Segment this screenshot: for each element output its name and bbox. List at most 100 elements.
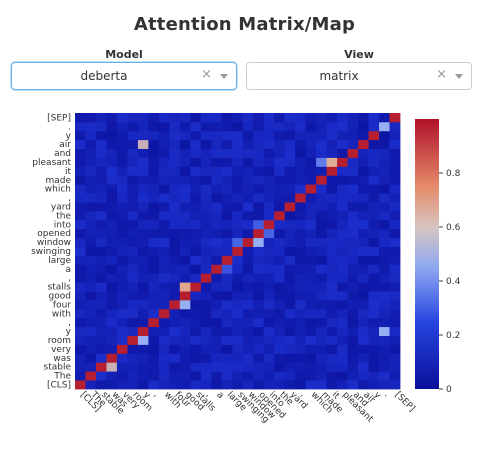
heatmap-cell	[106, 175, 118, 185]
heatmap-cell	[158, 255, 170, 265]
heatmap-cell	[106, 246, 118, 256]
heatmap-cell	[295, 246, 307, 256]
heatmap-cell	[295, 371, 307, 381]
heatmap-cell	[347, 175, 359, 185]
heatmap-cell	[200, 255, 212, 265]
heatmap-cell	[379, 148, 390, 158]
heatmap-cell	[379, 113, 390, 123]
heatmap-cell	[284, 219, 296, 230]
heatmap-cell	[263, 353, 275, 363]
heatmap-cell	[253, 184, 265, 194]
heatmap-cell	[263, 237, 275, 247]
heatmap-cell	[85, 193, 97, 203]
view-chevron-down-icon[interactable]	[455, 74, 463, 79]
heatmap-cell	[85, 371, 97, 381]
heatmap-cell	[106, 380, 118, 390]
heatmap-cell	[347, 237, 359, 247]
heatmap-cell	[368, 202, 380, 212]
y-tick-label: stable	[44, 363, 72, 373]
heatmap-cell	[221, 353, 233, 363]
heatmap-cell	[95, 228, 107, 239]
heatmap-cell	[358, 335, 369, 345]
heatmap-cell	[337, 157, 348, 167]
heatmap-cell	[75, 193, 86, 203]
heatmap-cell	[232, 380, 244, 390]
heatmap-cell	[158, 380, 170, 390]
heatmap-cell	[221, 335, 233, 345]
view-select[interactable]: matrix ×	[246, 62, 472, 90]
heatmap-cell	[221, 148, 233, 158]
heatmap-cell	[295, 237, 307, 247]
heatmap-cell	[85, 237, 97, 247]
heatmap-cell	[232, 210, 244, 221]
heatmap-cell	[379, 380, 390, 390]
heatmap-cell	[316, 326, 328, 336]
heatmap-cell	[379, 184, 390, 194]
heatmap-cell	[179, 326, 191, 336]
heatmap-cell	[263, 113, 275, 123]
heatmap-cell	[106, 282, 118, 292]
y-tick-label: y	[66, 131, 72, 141]
heatmap-cell	[358, 308, 369, 319]
heatmap-cell	[368, 380, 380, 390]
heatmap-cell	[379, 335, 390, 345]
heatmap-cell	[305, 380, 317, 390]
heatmap-cell	[232, 335, 244, 345]
heatmap-cell	[368, 184, 380, 194]
heatmap-cell	[158, 148, 170, 158]
heatmap-cell	[232, 237, 244, 247]
heatmap-cell	[211, 193, 223, 203]
heatmap-cell	[190, 193, 202, 203]
heatmap-cell	[253, 166, 265, 176]
heatmap-cell	[148, 326, 160, 336]
heatmap-cell	[75, 255, 86, 265]
heatmap-cell	[389, 335, 401, 345]
heatmap-cell	[242, 353, 254, 363]
heatmap-cell	[316, 291, 328, 301]
heatmap-cell	[127, 246, 139, 256]
heatmap-cell	[158, 264, 170, 274]
heatmap-cell	[200, 184, 212, 194]
heatmap-cell	[106, 317, 118, 328]
model-clear-icon[interactable]: ×	[201, 67, 212, 82]
heatmap-cell	[211, 299, 223, 310]
heatmap-cell	[274, 282, 286, 292]
heatmap-cell	[179, 121, 191, 132]
heatmap-cell	[127, 317, 139, 328]
heatmap-cell	[274, 184, 286, 194]
heatmap-cell	[179, 380, 191, 390]
heatmap-cell	[127, 299, 139, 310]
heatmap-cell	[106, 139, 118, 150]
heatmap-cell	[95, 219, 107, 230]
heatmap-cell	[200, 380, 212, 390]
heatmap-cell	[232, 273, 244, 283]
y-tick-label: the	[56, 211, 71, 221]
heatmap-cell	[179, 193, 191, 203]
heatmap-cell	[221, 344, 233, 354]
heatmap-cell	[316, 246, 328, 256]
view-clear-icon[interactable]: ×	[436, 67, 447, 82]
heatmap-cell	[263, 335, 275, 345]
heatmap-cell	[116, 130, 128, 141]
heatmap-cell	[95, 237, 107, 247]
heatmap-cell	[316, 139, 328, 150]
heatmap-cell	[137, 335, 149, 345]
heatmap-cell	[95, 344, 107, 354]
heatmap-cell	[263, 121, 275, 132]
heatmap-cell	[221, 228, 233, 239]
model-chevron-down-icon[interactable]	[220, 74, 228, 79]
heatmap-cell	[326, 139, 338, 150]
heatmap-cell	[232, 282, 244, 292]
heatmap-cell	[95, 157, 107, 167]
heatmap-cell	[127, 353, 139, 363]
heatmap-cell	[316, 273, 328, 283]
heatmap-cell	[127, 130, 139, 141]
heatmap-cell	[179, 157, 191, 167]
heatmap-cell	[305, 175, 317, 185]
y-tick-label: window	[37, 238, 71, 248]
model-select[interactable]: deberta ×	[11, 62, 237, 90]
heatmap-cell	[358, 273, 369, 283]
heatmap-cell	[316, 130, 328, 141]
heatmap-cell	[326, 362, 338, 372]
heatmap-cell	[347, 219, 359, 230]
